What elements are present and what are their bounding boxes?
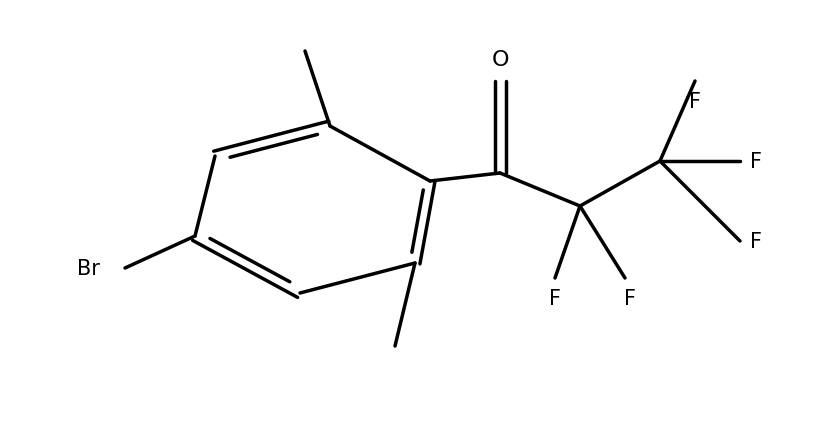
Text: F: F	[750, 231, 762, 251]
Text: F: F	[549, 288, 561, 308]
Text: F: F	[750, 152, 762, 172]
Text: F: F	[624, 288, 636, 308]
Text: Br: Br	[77, 259, 100, 278]
Text: F: F	[689, 92, 701, 112]
Text: O: O	[492, 50, 509, 70]
